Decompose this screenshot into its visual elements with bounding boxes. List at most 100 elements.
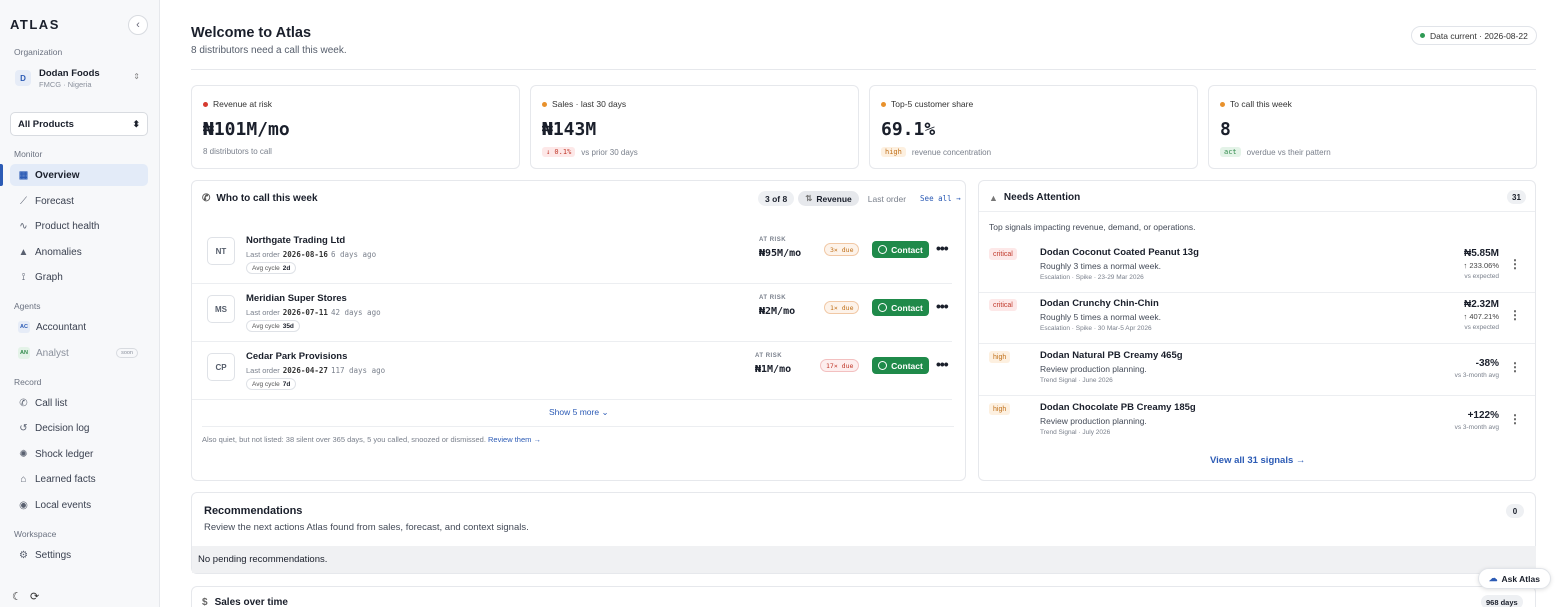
customer-row[interactable]: MS Meridian Super Stores Last order 2026-… bbox=[192, 284, 952, 342]
nav-analyst[interactable]: AN Analyst soon bbox=[10, 342, 148, 364]
needs-attention-card bbox=[978, 180, 1536, 481]
product-select[interactable]: All Products ⬍ bbox=[10, 112, 148, 136]
nav-label: Analyst bbox=[36, 347, 69, 359]
nav-label: Decision log bbox=[35, 422, 90, 434]
nav-forecast[interactable]: ⟋ Forecast bbox=[10, 190, 148, 212]
see-all-link[interactable]: See all → bbox=[920, 194, 961, 203]
gear-icon: ✺ bbox=[19, 448, 28, 460]
kpi-subtext: 8 distributors to call bbox=[203, 147, 272, 156]
nav-label: Call list bbox=[35, 397, 68, 409]
currency-icon: $ bbox=[202, 597, 208, 607]
customer-last-order: Last order 2026-04-27 117 days ago bbox=[246, 366, 386, 375]
kebab-menu-icon[interactable]: ⋮ bbox=[1509, 360, 1521, 374]
kebab-menu-icon[interactable]: ⋮ bbox=[1509, 308, 1521, 322]
avg-cycle-badge: Avg cycle 35d bbox=[246, 320, 300, 332]
org-name: Dodan Foods bbox=[39, 67, 100, 79]
nav-label: Anomalies bbox=[35, 246, 82, 258]
severity-badge: critical bbox=[989, 248, 1017, 260]
customer-row[interactable]: CP Cedar Park Provisions Last order 2026-… bbox=[192, 342, 952, 400]
kpi-top5-share[interactable]: Top-5 customer share 69.1% high revenue c… bbox=[869, 85, 1198, 169]
customer-name: Cedar Park Provisions bbox=[246, 351, 348, 362]
contact-button[interactable]: Contact bbox=[872, 357, 929, 374]
more-options-icon[interactable]: ••• bbox=[936, 356, 949, 372]
empty-state: No pending recommendations. bbox=[192, 546, 1536, 573]
severity-badge: high bbox=[989, 403, 1011, 415]
signal-row[interactable]: critical Dodan Coconut Coated Peanut 13g… bbox=[979, 241, 1535, 293]
sort-revenue-button[interactable]: ⇅ Revenue bbox=[798, 191, 859, 206]
data-current-badge: Data current · 2026-08-22 bbox=[1411, 26, 1537, 45]
contact-button[interactable]: Contact bbox=[872, 299, 929, 316]
kpi-label: Revenue at risk bbox=[213, 99, 273, 109]
signal-compare: vs 3-month avg bbox=[1454, 424, 1499, 431]
nav-graph[interactable]: ⟟ Graph bbox=[10, 266, 148, 288]
active-indicator bbox=[0, 164, 3, 186]
org-switcher[interactable]: D Dodan Foods FMCG · Nigeria ⇕ bbox=[10, 64, 148, 92]
at-risk-value: ₦1M/mo bbox=[755, 364, 792, 375]
nav-settings[interactable]: ⚙ Settings bbox=[10, 544, 148, 566]
show-more-button[interactable]: Show 5 more ⌄ bbox=[549, 407, 609, 417]
severity-badge: high bbox=[989, 351, 1011, 363]
kpi-subtext: overdue vs their pattern bbox=[1246, 147, 1331, 157]
nav-call-list[interactable]: ✆ Call list bbox=[10, 392, 148, 414]
more-options-icon[interactable]: ••• bbox=[936, 240, 949, 256]
kebab-menu-icon[interactable]: ⋮ bbox=[1509, 257, 1521, 271]
whatsapp-icon bbox=[878, 245, 888, 254]
contact-button[interactable]: Contact bbox=[872, 241, 929, 258]
chevron-left-icon: ‹ bbox=[136, 19, 140, 31]
section-label-workspace: Workspace bbox=[14, 529, 57, 539]
review-link[interactable]: Review them → bbox=[488, 435, 541, 444]
whatsapp-icon bbox=[878, 303, 888, 312]
nav-decision-log[interactable]: ↺ Decision log bbox=[10, 417, 148, 439]
signal-meta: Escalation · Spike · 30 Mar-5 Apr 2026 bbox=[1040, 325, 1152, 332]
kpi-sales-30d[interactable]: Sales · last 30 days ₦143M ↓ 0.1% vs prio… bbox=[530, 85, 859, 169]
chat-icon: ☁ bbox=[1489, 573, 1498, 583]
kpi-revenue-at-risk[interactable]: Revenue at risk ₦101M/mo 8 distributors … bbox=[191, 85, 520, 169]
nav-label: Local events bbox=[35, 499, 92, 511]
refresh-icon[interactable]: ⟳ bbox=[30, 591, 40, 603]
signal-row[interactable]: high Dodan Natural PB Creamy 465g Review… bbox=[979, 344, 1535, 396]
signal-description: Roughly 3 times a normal week. bbox=[1040, 261, 1161, 271]
org-avatar: D bbox=[15, 70, 31, 86]
recommendations-count-badge: 0 bbox=[1506, 504, 1524, 518]
recommendations-title: Recommendations bbox=[204, 505, 303, 517]
brand-logo: ATLAS bbox=[10, 17, 60, 32]
moon-icon[interactable]: ☾ bbox=[12, 591, 22, 603]
kpi-to-call[interactable]: To call this week 8 act overdue vs their … bbox=[1208, 85, 1537, 169]
more-options-icon[interactable]: ••• bbox=[936, 298, 949, 314]
nav-learned-facts[interactable]: ⌂ Learned facts bbox=[10, 468, 148, 490]
card-title-text: Who to call this week bbox=[216, 193, 318, 204]
page-subtitle: 8 distributors need a call this week. bbox=[191, 45, 347, 56]
customer-row[interactable]: NT Northgate Trading Ltd Last order 2026-… bbox=[192, 226, 952, 284]
nav-product-health[interactable]: ∿ Product health bbox=[10, 215, 148, 237]
signal-compare: vs expected bbox=[1464, 324, 1499, 331]
cap-icon: ⌂ bbox=[20, 473, 27, 485]
status-dot-icon bbox=[881, 101, 886, 107]
nav-label: Learned facts bbox=[35, 473, 96, 485]
kpi-subtext: vs prior 30 days bbox=[581, 147, 638, 157]
customer-last-order: Last order 2026-08-16 6 days ago bbox=[246, 250, 377, 259]
collapse-sidebar-button[interactable]: ‹ bbox=[128, 15, 148, 35]
kebab-menu-icon[interactable]: ⋮ bbox=[1509, 412, 1521, 426]
nav-anomalies[interactable]: ▲ Anomalies bbox=[10, 241, 148, 263]
sales-title: $ Sales over time bbox=[202, 597, 288, 607]
kpi-value: ₦143M bbox=[542, 119, 597, 140]
grid-icon: ▦ bbox=[18, 169, 29, 181]
divider bbox=[191, 69, 1536, 70]
nav-accountant[interactable]: AC Accountant bbox=[10, 316, 148, 338]
nav-shock-ledger[interactable]: ✺ Shock ledger bbox=[10, 443, 148, 465]
signal-row[interactable]: critical Dodan Crunchy Chin-Chin Roughly… bbox=[979, 292, 1535, 344]
nav-label: Accountant bbox=[36, 321, 87, 333]
ask-atlas-button[interactable]: ☁ Ask Atlas bbox=[1478, 568, 1551, 589]
section-label-agents: Agents bbox=[14, 301, 41, 311]
signal-description: Review production planning. bbox=[1040, 416, 1147, 426]
nav-local-events[interactable]: ◉ Local events bbox=[10, 494, 148, 516]
sort-last-order-button[interactable]: Last order bbox=[867, 193, 907, 204]
avg-cycle-badge: Avg cycle 2d bbox=[246, 262, 297, 274]
view-all-signals-link[interactable]: View all 31 signals → bbox=[1210, 455, 1306, 466]
nav-overview[interactable]: ▦ Overview bbox=[10, 164, 148, 186]
signal-row[interactable]: high Dodan Chocolate PB Creamy 185g Revi… bbox=[979, 396, 1535, 448]
who-to-call-card bbox=[191, 180, 966, 481]
signal-value: ₦5.85M bbox=[1463, 248, 1499, 259]
whatsapp-icon bbox=[878, 361, 888, 370]
quiet-note: Also quiet, but not listed: 38 silent ov… bbox=[202, 435, 541, 444]
